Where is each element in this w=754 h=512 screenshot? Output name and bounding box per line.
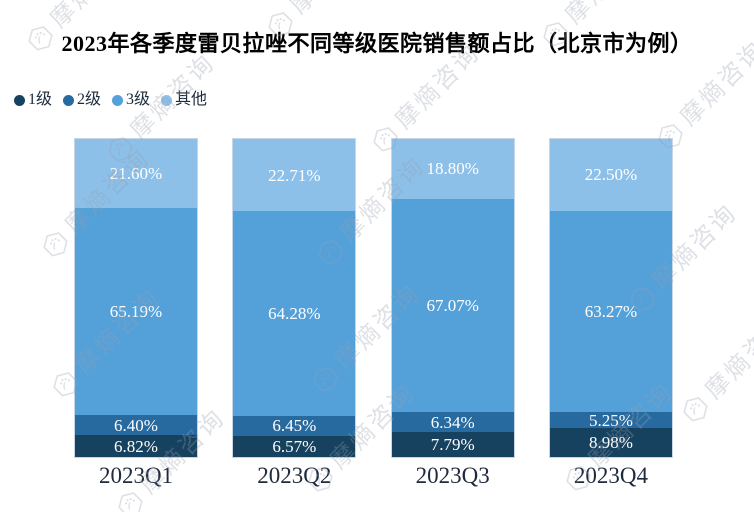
bar-2023Q2: 6.57% 6.45% 64.28% 22.71% [233, 139, 356, 457]
data-label: 5.25% [589, 410, 633, 430]
bar-2023Q1: 6.82% 6.40% 65.19% 21.60% [75, 139, 197, 457]
segment-3级-2023Q2: 64.28% [233, 211, 356, 416]
data-label: 6.82% [114, 436, 158, 456]
data-label: 65.19% [109, 301, 163, 321]
segment-2级-2023Q2: 6.45% [233, 415, 356, 437]
legend-item-other: 其他 [161, 92, 207, 108]
legend: 1级 2级 3级 其他 [14, 92, 207, 108]
data-label: 8.98% [589, 433, 633, 453]
data-label: 67.07% [426, 295, 479, 315]
watermark-text: 摩熵咨询 [286, 0, 381, 19]
watermark-text: 摩熵咨询 [700, 309, 754, 404]
data-label: 6.34% [430, 412, 475, 432]
hexagon-logo-icon [118, 492, 143, 512]
legend-item-tier2: 2级 [63, 92, 101, 108]
segment-其他-2023Q2: 22.71% [233, 139, 356, 212]
segment-其他-2023Q4: 22.50% [549, 139, 672, 211]
legend-dot-tier1-icon [14, 94, 25, 106]
segment-3级-2023Q1: 65.19% [75, 207, 197, 415]
plot-area: 6.82% 6.40% 65.19% 21.60% 6.57% 6.45% 64.28% 22… [75, 138, 672, 457]
legend-label-tier3: 3级 [126, 91, 151, 108]
data-label: 6.45% [272, 416, 317, 436]
segment-3级-2023Q3: 67.07% [391, 198, 514, 413]
legend-item-tier3: 3级 [112, 92, 150, 108]
segment-3级-2023Q4: 63.27% [549, 210, 672, 412]
page-title: 2023年各季度雷贝拉唑不同等级医院销售额占比（北京市为例） [61, 31, 693, 56]
segment-其他-2023Q3: 18.80% [391, 138, 514, 199]
hexagon-logo-icon [683, 397, 708, 422]
legend-dot-tier3-icon [112, 94, 124, 106]
x-axis: 2023Q1 2023Q2 2023Q3 2023Q4 [75, 463, 672, 488]
watermark: 摩熵咨询 [676, 309, 754, 429]
segment-其他-2023Q1: 21.60% [75, 139, 197, 208]
segment-1级-2023Q1: 6.82% [75, 435, 197, 457]
data-label: 22.71% [268, 165, 321, 185]
legend-item-tier1: 1级 [14, 92, 52, 108]
bar-2023Q3: 7.79% 6.34% 67.07% 18.80% [391, 138, 514, 457]
legend-label-tier1: 1级 [28, 91, 53, 108]
legend-dot-tier2-icon [63, 94, 75, 106]
data-label: 6.57% [272, 437, 317, 457]
bar-2023Q4: 8.98% 5.25% 63.27% 22.50% [549, 139, 672, 457]
segment-1级-2023Q4: 8.98% [549, 428, 672, 457]
hexagon-logo-icon [43, 232, 68, 257]
segment-2级-2023Q4: 5.25% [549, 410, 672, 430]
watermark-text: 摩熵咨询 [561, 0, 656, 29]
x-tick-label-q2: 2023Q2 [257, 463, 332, 488]
legend-label-tier2: 2级 [77, 91, 102, 108]
data-label: 63.27% [584, 301, 638, 321]
data-label: 22.50% [584, 165, 638, 185]
legend-label-other: 其他 [175, 91, 208, 108]
data-label: 7.79% [430, 435, 475, 455]
data-label: 21.60% [109, 163, 163, 183]
x-tick-label-q4: 2023Q4 [573, 463, 649, 488]
data-label: 6.40% [114, 415, 158, 435]
x-tick-label-q1: 2023Q1 [98, 463, 174, 488]
legend-dot-other-icon [161, 94, 173, 106]
segment-1级-2023Q2: 6.57% [233, 436, 356, 457]
data-label: 18.80% [426, 159, 479, 179]
x-tick-label-q3: 2023Q3 [415, 463, 490, 488]
segment-2级-2023Q1: 6.40% [75, 414, 197, 436]
segment-1级-2023Q3: 7.79% [391, 432, 514, 457]
segment-2级-2023Q3: 6.34% [391, 412, 514, 433]
data-label: 64.28% [268, 303, 321, 323]
